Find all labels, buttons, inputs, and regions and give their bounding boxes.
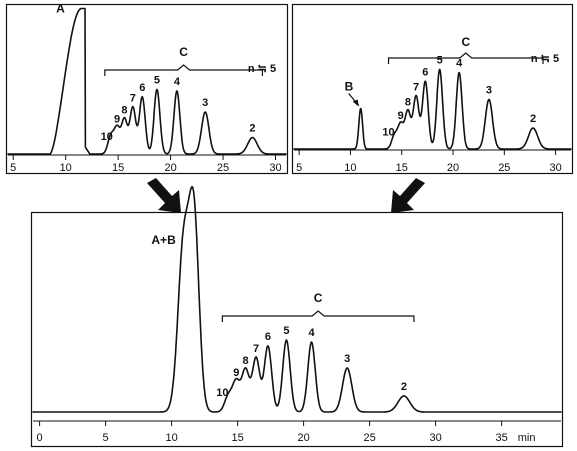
peak-label-7: 7 <box>130 93 136 105</box>
peak-label-6: 6 <box>422 67 428 79</box>
arrow-right-to-bottom <box>391 178 425 213</box>
x-tick-label: 35 <box>495 432 507 444</box>
x-axis-unit: min <box>518 432 536 444</box>
group-label: C <box>314 291 323 305</box>
peak-label-2: 2 <box>401 381 407 393</box>
peak-label-10: 10 <box>101 131 113 143</box>
x-tick-label: 20 <box>297 432 309 444</box>
peak-label-6: 6 <box>265 331 271 343</box>
panel-frame-bottom <box>30 211 564 448</box>
panel-frame-top-right <box>291 3 574 175</box>
peak-label-B: B <box>345 80 354 94</box>
x-tick-label: 10 <box>344 162 356 174</box>
peak-label-10: 10 <box>382 127 394 139</box>
group-bracket <box>104 64 264 76</box>
chromatogram-trace <box>293 68 572 150</box>
group-label: C <box>461 35 470 49</box>
peak-label-3: 3 <box>486 85 492 97</box>
x-tick-label: 5 <box>103 432 109 444</box>
peak-label-4: 4 <box>456 58 463 70</box>
x-tick-label: 0 <box>37 432 43 444</box>
peak-label-8: 8 <box>121 105 127 117</box>
group-label: C <box>179 45 188 59</box>
peak-label-3: 3 <box>344 353 350 365</box>
x-tick-label: 30 <box>429 432 441 444</box>
peak-label-5: 5 <box>283 325 289 337</box>
x-tick-label: 20 <box>447 162 459 174</box>
peak-label-5: 5 <box>154 75 160 87</box>
x-tick-label: 5 <box>296 162 302 174</box>
x-tick-label: 25 <box>217 162 229 174</box>
n-annotation: n ≒ 5 <box>531 53 559 65</box>
peak-label-9: 9 <box>398 110 404 122</box>
peak-label-2: 2 <box>530 113 536 125</box>
x-tick-label: 30 <box>549 162 561 174</box>
x-tick-label: 30 <box>269 162 281 174</box>
peak-label-4: 4 <box>174 76 181 88</box>
peak-label-2: 2 <box>249 123 255 135</box>
x-tick-label: 15 <box>231 432 243 444</box>
peak-label-8: 8 <box>242 355 248 367</box>
chromatogram-trace <box>32 185 562 413</box>
x-tick-label: 5 <box>10 162 16 174</box>
x-tick-label: 10 <box>165 432 177 444</box>
x-tick-label: 10 <box>60 162 72 174</box>
peak-label-7: 7 <box>253 343 259 355</box>
peak-label-9: 9 <box>233 367 239 379</box>
x-tick-label: 25 <box>363 432 375 444</box>
x-tick-label: 25 <box>498 162 510 174</box>
peak-label-8: 8 <box>405 97 411 109</box>
peak-label-4: 4 <box>308 327 315 339</box>
peak-label-3: 3 <box>202 97 208 109</box>
x-tick-label: 20 <box>164 162 176 174</box>
peak-label-7: 7 <box>413 82 419 94</box>
peak-label-5: 5 <box>437 55 443 67</box>
peak-label-AplusB: A+B <box>151 233 176 247</box>
x-tick-label: 15 <box>112 162 124 174</box>
group-bracket <box>221 310 415 322</box>
peak-b-arrowhead <box>352 99 359 107</box>
arrow-left-to-bottom <box>147 178 181 213</box>
peak-label-9: 9 <box>114 114 120 126</box>
x-tick-label: 15 <box>396 162 408 174</box>
group-bracket <box>387 52 544 64</box>
n-annotation: n ≒ 5 <box>248 63 276 75</box>
chromatogram-trace <box>7 7 287 155</box>
peak-label-10: 10 <box>216 387 228 399</box>
peak-label-6: 6 <box>139 82 145 94</box>
peak-label-A: A <box>56 2 65 16</box>
